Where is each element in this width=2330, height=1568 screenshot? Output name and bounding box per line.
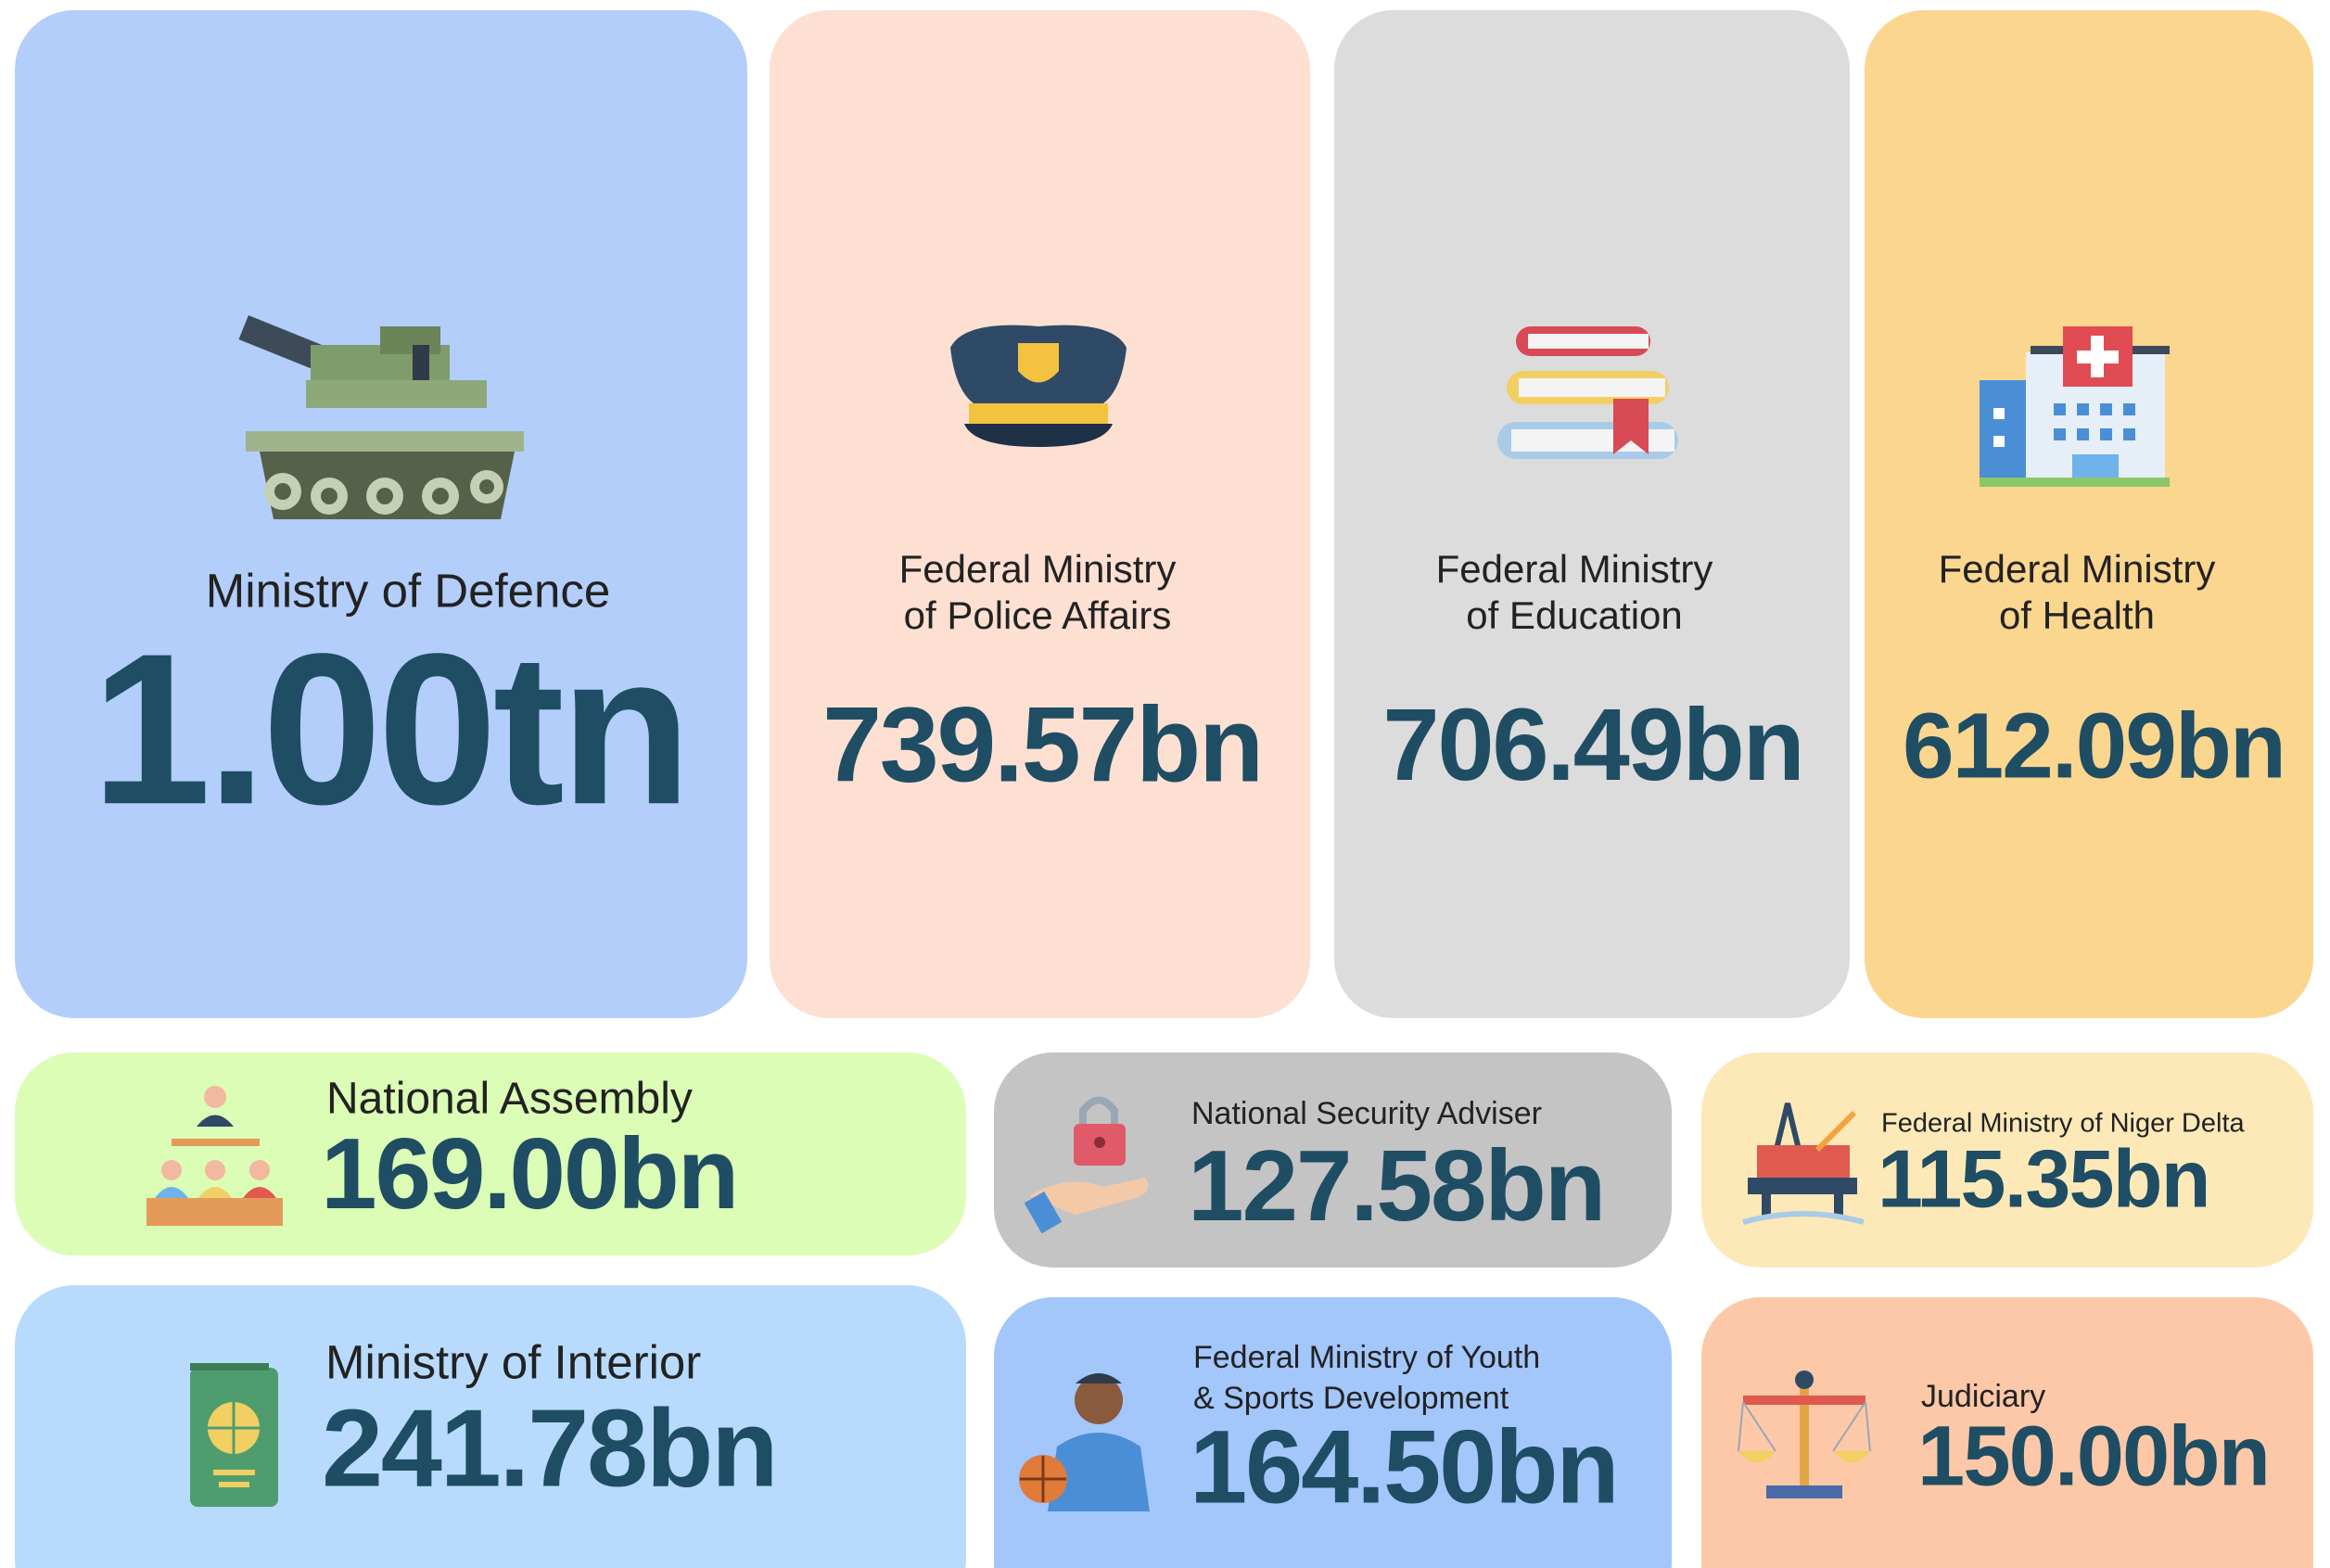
card-value: 150.00bn bbox=[1917, 1409, 2269, 1503]
card-background bbox=[1334, 10, 1850, 1018]
card-background bbox=[770, 10, 1310, 1018]
card-value: 164.50bn bbox=[1190, 1409, 1617, 1525]
card-label: of Police Affairs bbox=[904, 593, 1172, 637]
passport-icon bbox=[190, 1363, 278, 1507]
card-label: Ministry of Interior bbox=[325, 1335, 701, 1388]
card-background bbox=[1865, 10, 2313, 1018]
card-value: 612.09bn bbox=[1903, 694, 2285, 797]
card-label: National Security Adviser bbox=[1191, 1096, 1542, 1131]
card-value: 115.35bn bbox=[1878, 1132, 2209, 1224]
card: Federal Ministry of Youth& Sports Develo… bbox=[994, 1297, 1672, 1568]
card-value: 1.00tn bbox=[92, 609, 688, 849]
card-label: Federal Ministry bbox=[899, 547, 1177, 591]
card-value: 739.57bn bbox=[822, 685, 1262, 804]
page: {"cards": [ {"label": ["Ministry of Defe… bbox=[0, 0, 2330, 1568]
card-value: 706.49bn bbox=[1382, 688, 1802, 802]
card-label: National Assembly bbox=[326, 1075, 693, 1124]
card-label: Federal Ministry bbox=[1939, 547, 2216, 591]
card-label: Federal Ministry of Youth bbox=[1193, 1340, 1540, 1375]
card-value: 169.00bn bbox=[321, 1117, 737, 1230]
police-cap-icon bbox=[950, 325, 1127, 447]
card-label: Federal Ministry bbox=[1436, 547, 1713, 591]
board: Ministry of Defence1.00tnFederal Ministr… bbox=[0, 0, 2330, 1568]
card-value: 241.78bn bbox=[322, 1386, 776, 1510]
card-label: of Education bbox=[1466, 593, 1683, 637]
card-value: 127.58bn bbox=[1188, 1129, 1604, 1243]
card-label: of Health bbox=[1999, 593, 2155, 637]
